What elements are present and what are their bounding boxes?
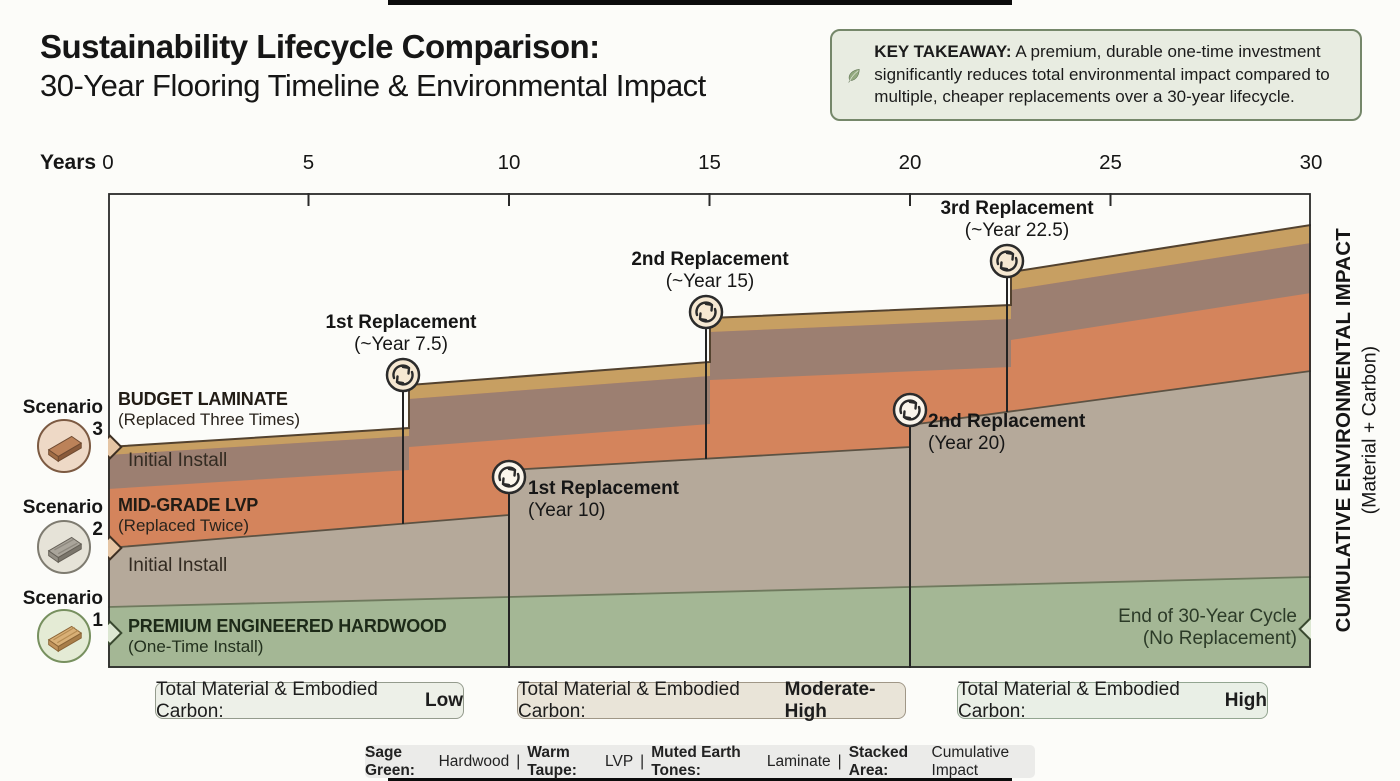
laminate-mauve-band bbox=[108, 436, 409, 489]
laminate-mauve-band bbox=[1011, 243, 1311, 340]
scenario-3-label: Scenario 3 bbox=[22, 397, 103, 440]
replacement-cycle-icon bbox=[688, 294, 724, 330]
replacement-cycle-icon bbox=[989, 243, 1025, 279]
laminate-tan-stripe bbox=[710, 305, 1011, 332]
axis-tick-0: 0 bbox=[102, 151, 114, 174]
replacement-cycle-icon bbox=[892, 392, 928, 428]
lvp-title-block: MID-GRADE LVP (Replaced Twice) bbox=[118, 495, 259, 535]
axis-tick-5: 5 bbox=[302, 151, 315, 174]
scenario-2-label: Scenario 2 bbox=[22, 497, 103, 540]
laminate-tan-stripe bbox=[409, 362, 710, 399]
axis-tick-15: 15 bbox=[698, 151, 721, 174]
lvp-plank-icon bbox=[37, 520, 91, 574]
summary-box-hardwood: Total Material & Embodied Carbon: Low bbox=[155, 678, 464, 722]
lvp-area bbox=[108, 371, 1311, 607]
summary-box-lvp: Total Material & Embodied Carbon: Modera… bbox=[517, 679, 906, 722]
color-legend: Sage Green: Hardwood | Warm Taupe: LVP |… bbox=[365, 744, 1035, 779]
right-axis-title: CUMULATIVE ENVIRONMENTAL IMPACT (Materia… bbox=[1313, 193, 1400, 668]
laminate-mauve-band bbox=[409, 376, 710, 447]
annotation-lvp-2nd-replacement: 2nd Replacement (Year 20) bbox=[928, 411, 1086, 454]
laminate-plank-icon bbox=[37, 419, 91, 473]
hardwood-top-edge bbox=[108, 576, 1311, 608]
laminate-tan-stripe bbox=[108, 428, 409, 455]
hardwood-plank-icon bbox=[37, 609, 91, 663]
end-of-cycle-marker bbox=[1298, 616, 1311, 642]
title-line-2: 30-Year Flooring Timeline & Environmenta… bbox=[40, 67, 706, 103]
key-takeaway-box: KEY TAKEAWAY: A premium, durable one-tim… bbox=[830, 29, 1362, 121]
leaf-icon bbox=[848, 68, 860, 83]
axis-title-years: Years bbox=[40, 151, 97, 174]
page-title: Sustainability Lifecycle Comparison: 30-… bbox=[40, 28, 706, 106]
scenario-1-label: Scenario 1 bbox=[22, 588, 103, 631]
title-line-1: Sustainability Lifecycle Comparison: bbox=[40, 28, 600, 65]
lvp-initial-install-label: Initial Install bbox=[128, 555, 228, 576]
laminate-initial-install-label: Initial Install bbox=[128, 450, 228, 471]
lvp-top-edge bbox=[108, 370, 1311, 549]
axis-tick-25: 25 bbox=[1099, 151, 1122, 174]
right-axis-line-2: (Material + Carbon) bbox=[1358, 346, 1381, 515]
key-takeaway-text: KEY TAKEAWAY: A premium, durable one-tim… bbox=[874, 42, 1330, 107]
axis-tick-10: 10 bbox=[497, 151, 521, 174]
start-marker-lvp bbox=[108, 535, 123, 561]
start-marker-laminate bbox=[108, 434, 123, 460]
annotation-end-of-cycle: End of 30-Year Cycle (No Replacement) bbox=[1118, 606, 1297, 649]
laminate-title-block: BUDGET LAMINATE (Replaced Three Times) bbox=[118, 389, 301, 429]
annotation-laminate-1st-replacement: 1st Replacement (~Year 7.5) bbox=[325, 312, 477, 355]
top-letterbox-bar bbox=[388, 0, 1012, 5]
axis-tick-30: 30 bbox=[1299, 151, 1323, 174]
right-axis-line-1: CUMULATIVE ENVIRONMENTAL IMPACT bbox=[1331, 228, 1355, 633]
axis-tick-20: 20 bbox=[898, 151, 922, 174]
annotation-laminate-2nd-replacement: 2nd Replacement (~Year 15) bbox=[631, 249, 789, 292]
summary-box-laminate: Total Material & Embodied Carbon: High bbox=[957, 678, 1268, 722]
annotation-laminate-3rd-replacement: 3rd Replacement (~Year 22.5) bbox=[940, 198, 1094, 241]
annotation-lvp-1st-replacement: 1st Replacement (Year 10) bbox=[528, 478, 680, 521]
laminate-mauve-band bbox=[710, 319, 1011, 380]
start-marker-hardwood bbox=[108, 620, 123, 646]
laminate-tan-stripe bbox=[1011, 225, 1311, 290]
key-takeaway-label: KEY TAKEAWAY: bbox=[874, 42, 1012, 61]
bottom-letterbox-bar bbox=[388, 776, 1012, 781]
replacement-cycle-icon bbox=[385, 357, 421, 393]
hardwood-title-block: PREMIUM ENGINEERED HARDWOOD (One-Time In… bbox=[128, 616, 447, 656]
replacement-cycle-icon bbox=[491, 459, 527, 495]
stacked-area-chart bbox=[108, 193, 1311, 668]
